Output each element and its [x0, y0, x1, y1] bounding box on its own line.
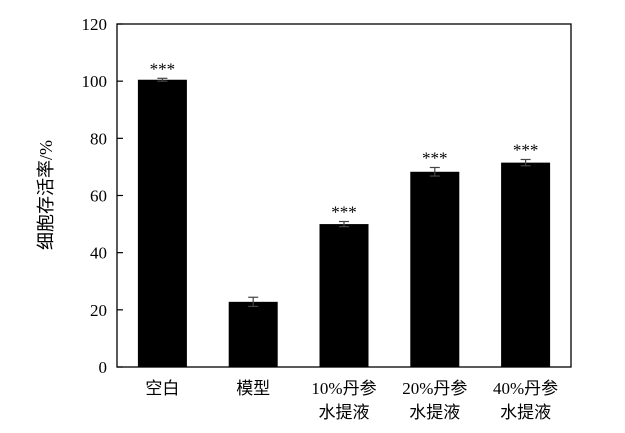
x-tick-label: 10%丹参水提液 [311, 379, 376, 422]
x-tick-label: 40%丹参水提液 [493, 379, 558, 422]
error-bar [520, 158, 531, 167]
significance-labels: *** *** *** *** [150, 59, 539, 221]
x-tick-label: 空白 [145, 379, 179, 398]
x-axis-tick-labels: 空白 模型 10%丹参水提液 20%丹参水提液 40%丹参水提液 [145, 379, 558, 422]
y-tick-label: 0 [99, 358, 108, 377]
significance-label: *** [331, 203, 357, 222]
y-axis-label: 细胞存活率/% [36, 140, 56, 250]
bar [228, 301, 278, 367]
y-tick-label: 80 [90, 129, 107, 148]
y-axis-ticks: 0 20 40 60 80 100 120 [82, 15, 123, 377]
bar [501, 162, 551, 367]
error-bar [339, 220, 349, 228]
x-tick-label: 模型 [236, 379, 270, 398]
error-bar [429, 166, 440, 177]
y-tick-label: 100 [82, 72, 108, 91]
y-tick-label: 20 [90, 301, 107, 320]
bar [410, 171, 460, 367]
error-bar [248, 296, 259, 308]
error-bars [157, 77, 531, 308]
bar [137, 79, 187, 368]
bar [319, 224, 369, 367]
bars [137, 79, 551, 368]
significance-label: *** [513, 140, 539, 159]
y-tick-label: 120 [82, 15, 108, 34]
y-tick-label: 60 [90, 187, 107, 206]
error-bar [157, 77, 168, 82]
significance-label: *** [422, 148, 448, 167]
y-axis-title: 细胞存活率/% [36, 140, 56, 250]
significance-label: *** [150, 59, 176, 78]
y-tick-label: 40 [90, 244, 107, 263]
x-tick-label: 20%丹参水提液 [402, 379, 467, 422]
